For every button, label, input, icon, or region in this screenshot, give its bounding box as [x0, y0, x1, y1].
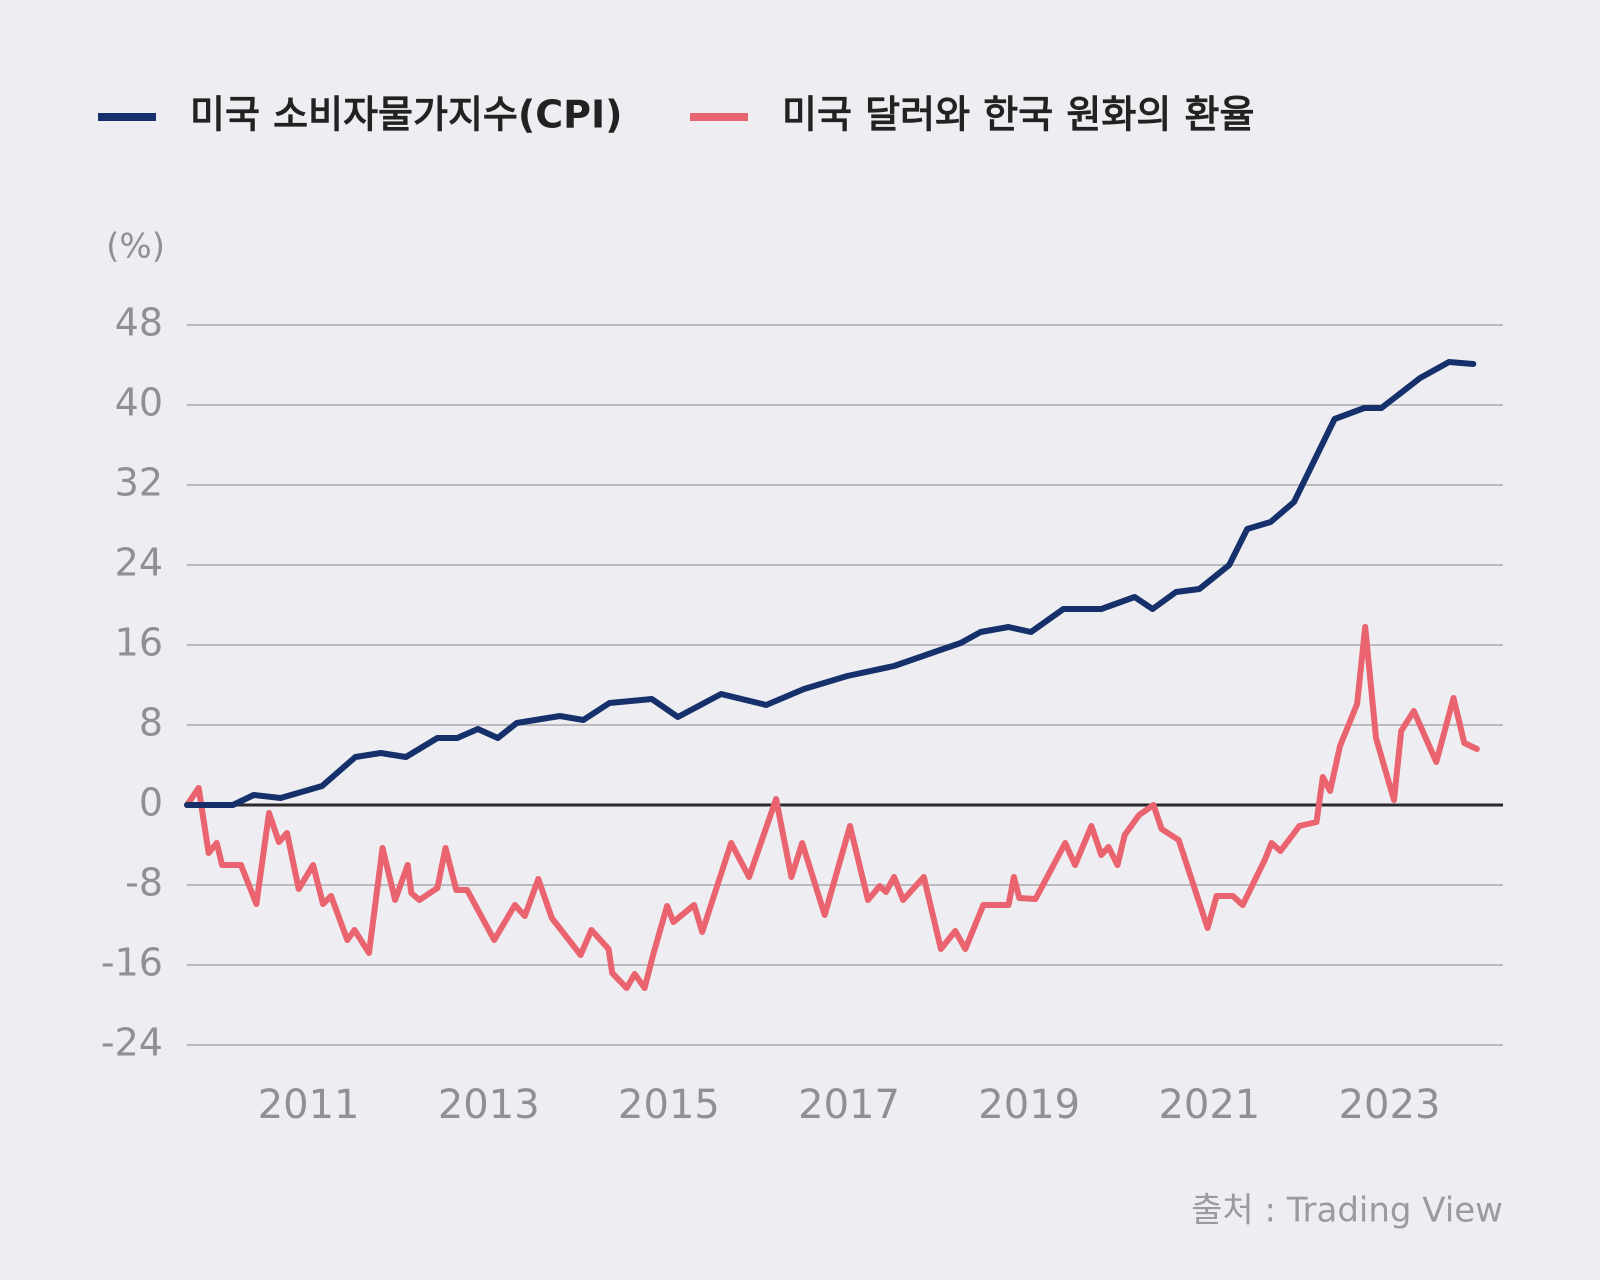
x-tick-label: 2015 [618, 1082, 720, 1128]
x-tick-label: 2013 [438, 1082, 540, 1128]
y-tick-label: 16 [115, 621, 163, 665]
source: 출처 : Trading View [1191, 1191, 1503, 1231]
legend-label: 미국 달러와 한국 원화의 환율 [782, 93, 1254, 137]
x-tick-label: 2021 [1158, 1082, 1260, 1128]
x-tick-label: 2023 [1339, 1082, 1441, 1128]
y-tick-label: 48 [115, 301, 163, 345]
y-tick-label: 40 [115, 381, 163, 425]
legend-label: 미국 소비자물가지수(CPI) [190, 93, 622, 137]
y-tick-label: -16 [101, 941, 163, 985]
y-tick-label: 32 [115, 461, 163, 505]
x-tick-label: 2019 [978, 1082, 1080, 1128]
y-tick-label: -24 [101, 1021, 163, 1065]
series-line [184, 624, 1480, 991]
y-tick-label: 24 [115, 541, 163, 585]
y-tick-label: 0 [139, 781, 163, 825]
y-tick-label: -8 [125, 861, 163, 905]
series-line [184, 359, 1477, 808]
x-tick-label: 2017 [798, 1082, 900, 1128]
x-tick-label: 2011 [258, 1082, 360, 1128]
y-unit-label: (%) [106, 227, 165, 267]
y-tick-label: 8 [139, 701, 163, 745]
